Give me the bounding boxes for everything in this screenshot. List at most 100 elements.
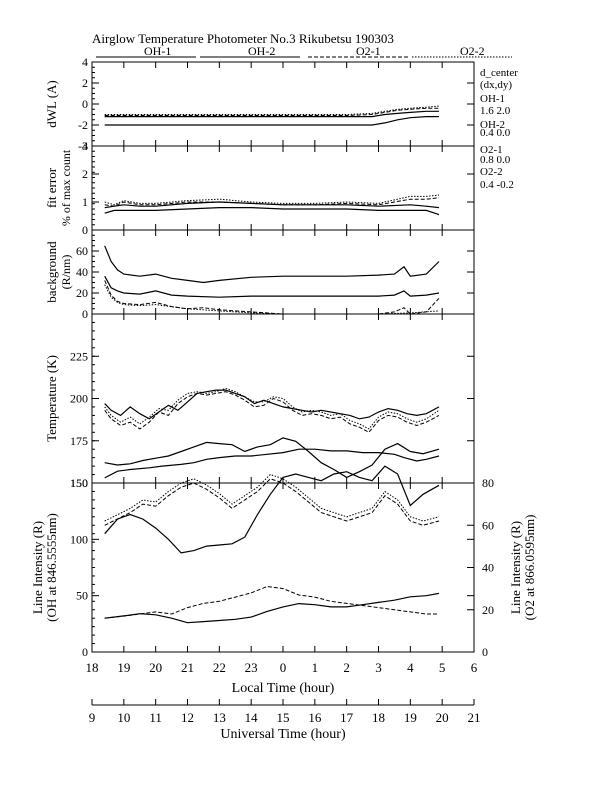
y-tick-label: 3 <box>82 139 88 153</box>
y-right-tick-label: 60 <box>482 518 494 532</box>
x-tick-label-local: 4 <box>407 660 414 675</box>
series-oh-1-line <box>104 207 440 216</box>
y-tick-label: 4 <box>82 55 88 69</box>
x-tick-label-local: 3 <box>375 660 382 675</box>
series-o2-2-line <box>104 194 440 206</box>
y-axis-label: Line Intensity (R) <box>30 521 45 614</box>
y-tick-label: 20 <box>76 286 88 300</box>
series-oh-1-line <box>104 245 440 284</box>
x-tick-label-ut: 9 <box>89 710 96 725</box>
x-tick-label-ut: 13 <box>213 710 226 725</box>
y-right-axis-label: Line Intensity (R) <box>508 521 523 614</box>
y-tick-label: -2 <box>78 118 88 132</box>
d-center-value-oh-2: 0.4 0.0 <box>480 127 511 139</box>
x-tick-label-local: 18 <box>86 660 99 675</box>
x-tick-label-ut: 15 <box>277 710 290 725</box>
series-oh-2-line <box>104 465 440 554</box>
x-tick-label-local: 22 <box>213 660 226 675</box>
series-oh-2-line <box>104 110 439 118</box>
x-tick-label-ut: 14 <box>245 710 259 725</box>
x-tick-label-ut: 17 <box>340 710 354 725</box>
x-tick-label-local: 2 <box>343 660 350 675</box>
x-tick-label-local: 23 <box>245 660 258 675</box>
x-tick-label-ut: 21 <box>468 710 481 725</box>
y-tick-label: 0 <box>82 97 88 111</box>
y-tick-label: 150 <box>70 476 88 490</box>
y-tick-label: 150 <box>70 476 88 490</box>
y-right-tick-label: 80 <box>482 476 494 490</box>
series-o2-1-line <box>104 391 440 433</box>
y-tick-label: 60 <box>76 244 88 258</box>
y-axis-label: dWL (A) <box>44 80 59 128</box>
x-tick-label-local: 6 <box>471 660 478 675</box>
x-tick-label-local: 0 <box>280 660 287 675</box>
y-tick-label: 1 <box>82 195 88 209</box>
legend-label-oh-1: OH-1 <box>144 44 171 58</box>
series-o2-1-low-line <box>104 585 439 619</box>
y-tick-label: 0 <box>82 307 88 321</box>
y-tick-label: 2 <box>82 167 88 181</box>
x-tick-label-local: 21 <box>181 660 194 675</box>
chart-title: Airglow Temperature Photometer No.3 Riku… <box>92 31 394 46</box>
x-axis-label-local: Local Time (hour) <box>232 681 335 696</box>
y-tick-label: 40 <box>76 265 88 279</box>
panel-dwl: 4 2 0 -2 -4 dWL (A) <box>44 55 475 153</box>
panel-frame <box>91 61 475 147</box>
series-oh-2-line <box>104 389 440 420</box>
y-tick-label: 100 <box>70 532 88 546</box>
x-tick-label-ut: 20 <box>436 710 449 725</box>
series-o2-1-line <box>104 280 440 315</box>
d-center-title: d_center <box>480 67 518 79</box>
x-tick-label-ut: 18 <box>372 710 385 725</box>
d-center-value-o2-1: 0.8 0.0 <box>480 154 511 166</box>
y-right-tick-label: 40 <box>482 561 494 575</box>
series-o2-2-line <box>104 105 440 115</box>
legend-label-o2-2: O2-2 <box>460 44 485 58</box>
d-center-notes: d_center(dx,dy) OH-11.6 2.0 OH-20.4 0.0 O2-… <box>480 67 518 191</box>
panel-frame <box>91 482 475 653</box>
y-tick-label: 50 <box>76 589 88 603</box>
x-tick-label-ut: 16 <box>308 710 322 725</box>
y-tick-label: 225 <box>70 349 88 363</box>
series-oh-1-line <box>104 437 440 479</box>
x-tick-label-local: 20 <box>149 660 162 675</box>
d-center-value-oh-1: 1.6 2.0 <box>480 105 511 117</box>
x-tick-label-ut: 11 <box>149 710 162 725</box>
d-center-name-oh-2: OH-2 <box>480 119 505 131</box>
y-tick-label: 0 <box>82 223 88 237</box>
series-o2-1-line <box>104 197 440 207</box>
y-axis-label: background <box>44 241 59 303</box>
panel-frame <box>91 145 475 231</box>
x-tick-label-local: 19 <box>117 660 130 675</box>
y-axis-label-2: (R/nm) <box>59 255 73 290</box>
y-axis-label: fit error <box>44 167 59 208</box>
y-tick-label: 175 <box>70 434 88 448</box>
y-tick-label: 2 <box>82 76 88 90</box>
d-center-value-o2-2: 0.4 -0.2 <box>480 179 514 191</box>
series-oh-1-line <box>104 115 439 126</box>
panel-background: 60 40 20 0 background (R/nm) <box>44 229 475 321</box>
x-axis-label-ut: Universal Time (hour) <box>220 727 346 742</box>
series-oh-1-low-line <box>104 592 440 624</box>
series-oh-1-line <box>104 448 440 479</box>
legend-label-oh-2: OH-2 <box>248 44 275 58</box>
x-tick-label-local: 1 <box>312 660 319 675</box>
y-right-tick-label: 0 <box>482 645 488 659</box>
y-tick-label: 200 <box>70 392 88 406</box>
legend-label-o2-1: O2-1 <box>356 44 381 58</box>
y-axis-label-sub: (OH at 846.5555nm) <box>44 513 59 622</box>
series-o2-1-line <box>104 478 440 526</box>
series-o2-2-line <box>104 284 440 315</box>
x-tick-label-ut: 19 <box>404 710 417 725</box>
series-o2-2-line <box>104 473 440 522</box>
d-center-subtitle: (dx,dy) <box>480 79 512 91</box>
panel-frame <box>91 313 475 484</box>
x-tick-label-ut: 10 <box>117 710 130 725</box>
y-tick-label: -4 <box>78 139 88 153</box>
panel-fit: 3 2 1 0 fit error% of max count <box>44 139 475 237</box>
x-tick-label-local: 5 <box>439 660 446 675</box>
